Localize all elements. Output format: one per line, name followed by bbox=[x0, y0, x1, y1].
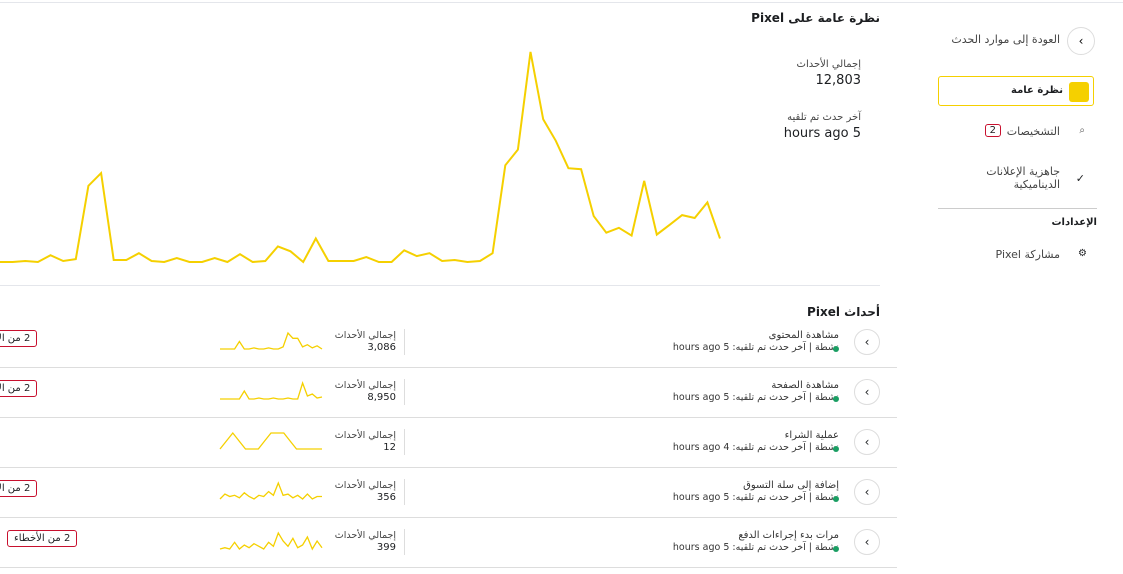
separator bbox=[404, 529, 405, 555]
divider bbox=[0, 285, 880, 286]
status-dot bbox=[833, 396, 839, 402]
event-status: نشطة | آخر حدث تم تلقيه: 5 hours ago bbox=[672, 492, 839, 503]
line bbox=[219, 481, 322, 500]
error-badge[interactable]: 2 من الأخطاء bbox=[0, 480, 38, 497]
overview-title: نظرة عامة على Pixel bbox=[751, 11, 880, 25]
section-heading: الإعدادات bbox=[1051, 217, 1097, 228]
row-chevron[interactable]: › bbox=[854, 379, 880, 405]
status-dot bbox=[833, 546, 839, 552]
event-status: نشطة | آخر حدث تم تلقيه: 5 hours ago bbox=[672, 392, 839, 403]
error-badge[interactable]: 2 من الأخطاء bbox=[0, 330, 38, 347]
back-link[interactable]: العودة إلى موارد الحدث bbox=[951, 33, 1060, 46]
line bbox=[220, 380, 323, 400]
line bbox=[219, 431, 322, 450]
total-value: 12 bbox=[383, 442, 396, 453]
total-label: إجمالي الأحداث bbox=[334, 430, 396, 441]
total-label: إجمالي الأحداث bbox=[334, 480, 396, 491]
row-divider bbox=[0, 517, 897, 518]
event-name: مرات بدء إجراءات الدفع bbox=[738, 530, 839, 541]
event-name: مشاهدة الصفحة bbox=[771, 380, 839, 391]
row-divider bbox=[0, 417, 897, 418]
nav-item[interactable]: جاهزية الإعلانات الديناميكية bbox=[986, 165, 1060, 191]
nav-item[interactable]: مشاركة Pixel bbox=[995, 248, 1060, 261]
row-chevron[interactable]: › bbox=[854, 329, 880, 355]
total-label: إجمالي الأحداث bbox=[334, 530, 396, 541]
nav-icon: ⚙ bbox=[1078, 248, 1087, 259]
separator bbox=[404, 379, 405, 405]
event-name: عملية الشراء bbox=[784, 430, 839, 441]
nav-badge: 2 bbox=[984, 124, 1001, 137]
nav-item[interactable]: نظرة عامة bbox=[1011, 85, 1063, 96]
row-divider bbox=[0, 367, 897, 368]
event-status: نشطة | آخر حدث تم تلقيه: 5 hours ago bbox=[672, 342, 839, 353]
total-value: 12,803 bbox=[815, 73, 862, 88]
total-label: إجمالي الأحداث bbox=[334, 330, 396, 341]
total-label: إجمالي الأحداث bbox=[334, 380, 396, 391]
total-label: إجمالي الأحداث bbox=[796, 59, 861, 70]
line bbox=[0, 51, 721, 264]
top-border bbox=[0, 2, 1123, 3]
divider bbox=[938, 208, 1097, 209]
nav-icon: ✓ bbox=[1075, 172, 1085, 185]
row-divider bbox=[0, 567, 897, 568]
error-badge[interactable]: 2 من الأخطاء bbox=[0, 380, 38, 397]
total-value: 3,086 bbox=[367, 342, 396, 353]
back-button[interactable]: ‹ bbox=[1067, 27, 1095, 55]
total-value: 356 bbox=[376, 492, 396, 503]
error-badge[interactable]: 2 من الأخطاء bbox=[7, 530, 78, 547]
nav-icon: ⌕ bbox=[1079, 125, 1085, 136]
nav-active[interactable] bbox=[938, 76, 1094, 106]
last-label: آخر حدث تم تلقيه bbox=[787, 112, 861, 123]
event-name: إضافة إلى سلة التسوق bbox=[743, 480, 839, 491]
line bbox=[219, 531, 323, 551]
row-chevron[interactable]: › bbox=[854, 529, 880, 555]
separator bbox=[404, 479, 405, 505]
event-status: نشطة | آخر حدث تم تلقيه: 4 hours ago bbox=[672, 442, 839, 453]
total-value: 8,950 bbox=[367, 392, 396, 403]
status-dot bbox=[833, 446, 839, 452]
status-dot bbox=[833, 346, 839, 352]
row-chevron[interactable]: › bbox=[854, 429, 880, 455]
row-divider bbox=[0, 467, 897, 468]
nav-item[interactable]: التشخيصات bbox=[1006, 125, 1060, 138]
event-name: مشاهدة المحتوى bbox=[768, 330, 839, 341]
row-chevron[interactable]: › bbox=[854, 479, 880, 505]
separator bbox=[404, 429, 405, 455]
line bbox=[220, 331, 323, 350]
separator bbox=[404, 329, 405, 355]
status-dot bbox=[833, 496, 839, 502]
events-title: أحداث Pixel bbox=[807, 305, 880, 319]
event-status: نشطة | آخر حدث تم تلقيه: 5 hours ago bbox=[672, 542, 839, 553]
total-value: 399 bbox=[376, 542, 396, 553]
nav-icon bbox=[1069, 82, 1089, 102]
last-value: 5 hours ago bbox=[783, 126, 861, 141]
